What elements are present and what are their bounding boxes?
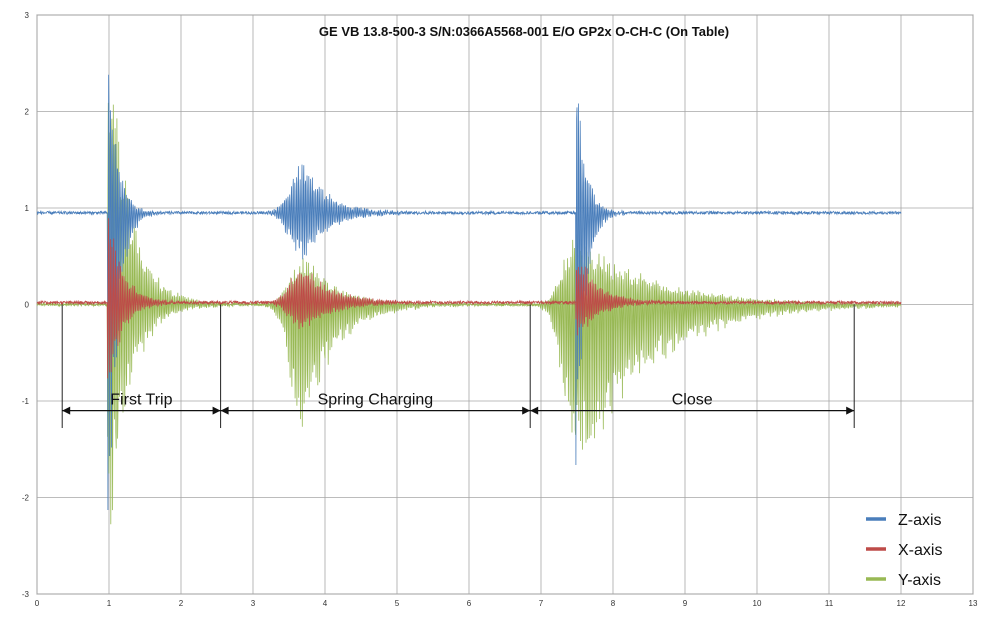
x-tick-label: 6 bbox=[467, 599, 472, 608]
y-tick-label: -2 bbox=[22, 494, 30, 503]
x-tick-label: 4 bbox=[323, 599, 328, 608]
series-line-xaxis bbox=[36, 218, 902, 379]
x-tick-label: 10 bbox=[753, 599, 762, 608]
y-tick-label: -3 bbox=[22, 590, 30, 599]
x-tick-label: 2 bbox=[179, 599, 184, 608]
x-tick-label: 11 bbox=[825, 599, 834, 608]
x-tick-label: 3 bbox=[251, 599, 256, 608]
legend-entry-label: X-axis bbox=[898, 542, 942, 559]
annotation-arrowhead-right bbox=[846, 406, 855, 415]
x-tick-label: 1 bbox=[107, 599, 112, 608]
legend-entry-label: Z-axis bbox=[898, 512, 942, 529]
annotation-arrowhead-left bbox=[62, 406, 71, 415]
annotation-label: First Trip bbox=[110, 392, 172, 409]
chart-title: GE VB 13.8-500-3 S/N:0366A5568-001 E/O G… bbox=[319, 24, 729, 39]
annotation-arrowhead-left bbox=[530, 406, 539, 415]
y-tick-label: -1 bbox=[22, 397, 30, 406]
legend-entry-label: Y-axis bbox=[898, 572, 941, 589]
y-tick-label: 2 bbox=[25, 108, 30, 117]
y-tick-label: 1 bbox=[25, 204, 30, 213]
x-tick-label: 8 bbox=[611, 599, 616, 608]
series-lines bbox=[36, 74, 902, 525]
x-tick-label: 7 bbox=[539, 599, 544, 608]
annotation-label: Spring Charging bbox=[318, 392, 434, 409]
y-tick-label: 0 bbox=[25, 301, 30, 310]
legend: Z-axis X-axis Y-axis bbox=[866, 512, 942, 589]
series-line-zaxis bbox=[36, 74, 902, 511]
x-tick-label: 12 bbox=[897, 599, 906, 608]
annotation-arrowhead-right bbox=[212, 406, 221, 415]
x-tick-label: 0 bbox=[35, 599, 40, 608]
y-tick-label: 3 bbox=[25, 11, 30, 20]
x-tick-label: 5 bbox=[395, 599, 400, 608]
annotation-arrowhead-left bbox=[220, 406, 229, 415]
annotation-label: Close bbox=[672, 392, 713, 409]
annotations: First Trip Spring Charging Close bbox=[61, 304, 855, 429]
x-tick-label: 9 bbox=[683, 599, 688, 608]
series-line-yaxis bbox=[36, 102, 902, 525]
grid bbox=[36, 14, 974, 595]
x-tick-label: 13 bbox=[969, 599, 978, 608]
annotation-arrowhead-right bbox=[522, 406, 531, 415]
